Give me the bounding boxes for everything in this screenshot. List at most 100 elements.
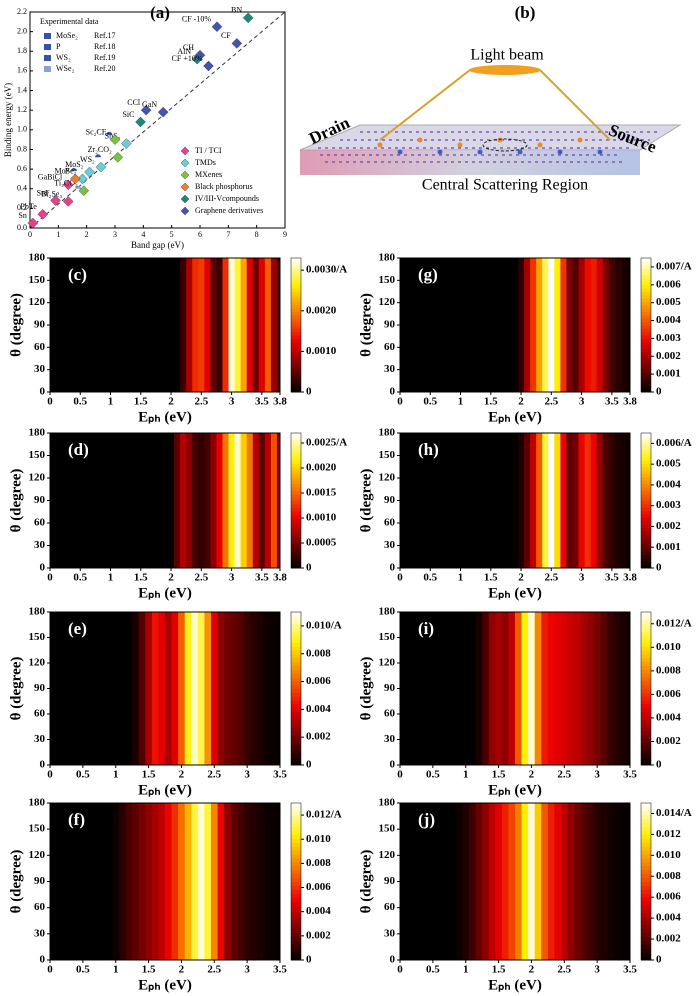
panel-label: (g) (418, 265, 438, 284)
colorbar-step (291, 642, 301, 647)
colorbar-step (641, 952, 651, 957)
y-tick-label: 120 (379, 657, 396, 669)
x-tick-label: 2.5 (194, 396, 208, 408)
colorbar-step (641, 854, 651, 859)
colorbar-step (641, 328, 651, 333)
colorbar-label: 0.006 (656, 278, 681, 290)
heat-column (113, 433, 121, 568)
panel-label: (i) (418, 619, 434, 638)
heat-column (415, 258, 422, 392)
y-tick-label: 0 (40, 386, 46, 398)
heat-column (257, 803, 264, 960)
y-tick-label: 120 (29, 657, 46, 669)
point-label: BN (231, 6, 242, 15)
colorbar-step (641, 661, 651, 667)
point-label: MoS₂ (65, 160, 84, 169)
heat-column (95, 433, 102, 568)
colorbar-step (291, 446, 301, 451)
exp-point (75, 185, 82, 189)
y-axis-label: θ (degree) (358, 469, 374, 533)
colorbar-step (641, 707, 651, 712)
heat-column (608, 433, 616, 568)
colorbar-step (291, 826, 301, 831)
x-tick-label: 2.5 (557, 964, 571, 976)
heat-column (228, 258, 236, 392)
heat-column (567, 803, 575, 960)
heat-column (416, 612, 424, 765)
heat-column (234, 433, 242, 568)
colorbar-step (291, 669, 301, 674)
heat-column (590, 258, 598, 392)
colorbar-step (291, 861, 301, 867)
colorbar-step (641, 483, 651, 488)
colorbar-step (641, 497, 651, 501)
colorbar-step (291, 551, 301, 555)
colorbar-label: 0.014/A (656, 807, 692, 819)
colorbar-label: 0.002 (656, 520, 681, 532)
heat-column (469, 433, 477, 568)
colorbar-step (641, 304, 651, 309)
colorbar-step (291, 284, 301, 289)
x-axis-label: Eₚₕ (eV) (488, 977, 542, 993)
x-tick-label: 1 (113, 964, 119, 976)
colorbar-step (641, 338, 651, 343)
heat-column (590, 433, 598, 568)
legend-title: Experimental data (40, 17, 99, 26)
heat-column (263, 612, 271, 765)
colorbar-step (641, 912, 651, 918)
heat-column (415, 433, 422, 568)
heat-column (463, 433, 471, 568)
heat-column (400, 433, 404, 568)
colorbar-step (641, 865, 651, 871)
colorbar-step (291, 940, 301, 945)
x-tick-label: 3 (244, 769, 250, 781)
heat-column (168, 258, 175, 392)
x-tick-label: 0 (28, 230, 32, 239)
x-tick-label: 0.5 (423, 396, 437, 408)
heat-column (222, 258, 229, 392)
heat-column (620, 258, 628, 392)
x-tick-label: 3.5 (273, 769, 287, 781)
colorbar-step (641, 493, 651, 498)
colorbar-step (641, 524, 651, 528)
colorbar-step (641, 298, 651, 303)
colorbar-step (641, 463, 651, 468)
point-label: CH (183, 43, 194, 52)
x-tick-label: 2 (179, 964, 185, 976)
colorbar-step (641, 271, 651, 276)
point (242, 12, 254, 24)
colorbar-step (641, 897, 651, 902)
x-tick-label: 4 (141, 230, 145, 239)
colorbar-step (641, 916, 651, 922)
heat-column (204, 258, 211, 392)
heat-column (270, 803, 278, 960)
y-tick-label: 0 (390, 954, 396, 966)
y-tick-label: 90 (34, 494, 46, 506)
y-tick-label: 180 (379, 797, 396, 809)
heat-column (50, 803, 54, 960)
heat-column (224, 612, 232, 765)
legend-label: MoSe₂ (56, 31, 78, 40)
colorbar-step (291, 908, 301, 914)
colorbar-step (641, 842, 651, 847)
x-tick-label: 0 (47, 396, 53, 408)
colorbar-label: 0.0030/A (306, 264, 347, 276)
colorbar-step (291, 838, 301, 843)
colorbar-label: 0 (306, 759, 312, 771)
heat-column (409, 803, 417, 960)
point (95, 161, 107, 173)
heat-column (66, 803, 74, 960)
legend-marker (180, 182, 190, 192)
x-axis-label: Eₚₕ (eV) (488, 409, 542, 425)
y-tick-label: 0 (40, 562, 46, 574)
colorbar-step (291, 846, 301, 851)
x-tick-label: 0.5 (423, 572, 437, 584)
heat-column (138, 803, 146, 960)
colorbar-step (291, 692, 301, 697)
x-tick-label: 8 (255, 230, 259, 239)
colorbar-step (291, 818, 301, 824)
heat-column (211, 803, 218, 960)
y-tick-label: 120 (379, 472, 396, 484)
colorbar-step (291, 657, 301, 663)
point (135, 116, 146, 128)
